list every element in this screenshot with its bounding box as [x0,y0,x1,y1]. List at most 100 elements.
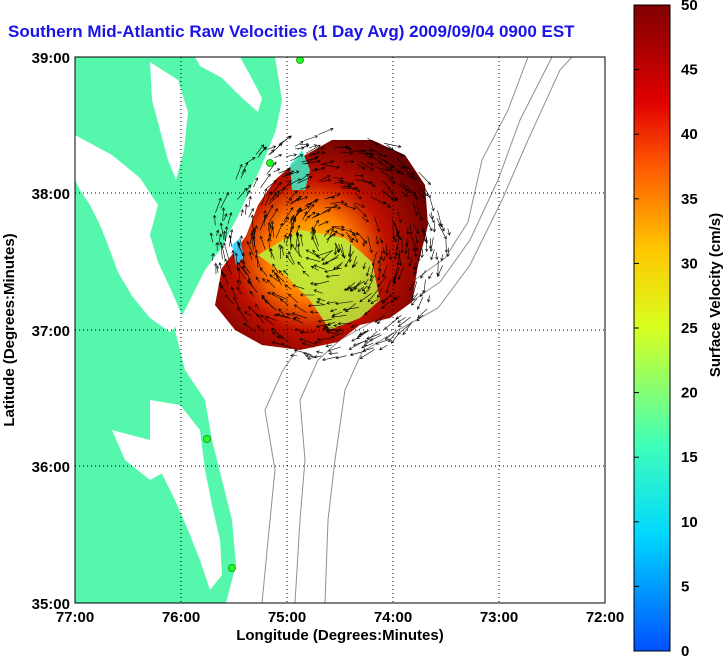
velocity-arrow [397,233,402,241]
velocity-arrow [383,192,397,202]
velocity-arrow [263,209,267,226]
velocity-arrow [385,279,391,294]
velocity-arrow [354,174,365,178]
velocity-arrow [248,251,253,260]
chesapeake-bay [75,135,184,332]
velocity-arrow [215,229,220,236]
velocity-arrow [314,166,326,172]
velocity-arrow [313,355,322,359]
velocity-arrow [286,178,301,187]
velocity-arrow [410,235,418,252]
velocity-vectors [209,127,451,362]
velocity-arrow [412,245,416,252]
velocity-arrow [417,190,425,198]
velocity-arrow [219,241,223,260]
velocity-arrow [266,161,277,175]
velocity-arrow [299,233,303,247]
velocity-arrow [377,318,383,325]
velocity-arrow [340,184,352,189]
velocity-arrow [220,270,225,279]
velocity-arrow [280,245,285,256]
velocity-arrow [326,228,334,244]
velocity-arrow [341,244,346,259]
velocity-arrow [296,233,300,245]
velocity-arrow [383,142,402,148]
velocity-arrow [320,160,335,166]
velocity-arrow [262,278,268,284]
velocity-arrow [347,282,356,289]
velocity-arrow [241,265,250,277]
velocity-arrow [384,317,399,330]
velocity-arrow [255,144,265,155]
velocity-arrow [359,161,374,171]
velocity-arrow [223,213,228,221]
velocity-arrow [353,233,359,243]
velocity-arrow [219,222,225,240]
velocity-arrow [255,276,260,283]
velocity-arrow [278,308,285,316]
colorbar-tick-label: 15 [681,449,698,466]
map-grid [75,57,605,603]
velocity-arrow [305,249,321,258]
velocity-arrow [283,234,287,243]
velocity-arrow [305,199,318,206]
velocity-arrow [299,338,317,346]
velocity-arrow [266,180,277,189]
velocity-arrow [295,224,301,235]
velocity-arrow [288,251,295,265]
velocity-arrow [357,286,365,292]
velocity-arrow [271,292,288,300]
velocity-arrow [302,270,310,277]
velocity-arrow [322,327,336,331]
velocity-arrow [244,203,248,215]
velocity-arrow [388,178,396,184]
velocity-arrow [377,263,382,272]
velocity-arrow [267,194,280,205]
velocity-arrow [270,181,282,196]
x-tick-label: 76:00 [162,609,200,626]
velocity-arrow [411,281,417,299]
y-tick-label: 37:00 [32,323,70,340]
velocity-arrow [395,238,400,251]
velocity-arrow [328,351,339,356]
velocity-arrow [429,197,435,212]
velocity-arrow [412,293,419,301]
velocity-arrow [342,186,359,190]
velocity-arrow [352,261,358,268]
velocity-arrow [334,301,353,306]
velocity-arrow [289,233,293,251]
velocity-arrow [215,197,222,214]
velocity-arrow [417,308,428,319]
velocity-arrow [345,285,357,291]
velocity-arrow [392,150,404,157]
colorbar-tick-label: 0 [681,643,689,659]
velocity-arrow [406,165,415,176]
velocity-arrow [349,350,366,357]
velocity-arrow [309,310,319,314]
velocity-arrow [213,214,217,226]
velocity-arrow [377,276,387,288]
velocity-arrow [361,178,376,187]
velocity-arrow [235,163,243,180]
velocity-arrow [359,293,372,303]
velocity-arrow [224,294,234,304]
velocity-arrow [321,257,339,265]
velocity-arrow [364,310,370,316]
velocity-arrow [385,244,389,257]
velocity-arrow [271,269,285,283]
velocity-arrow [420,248,424,259]
velocity-arrow [335,242,340,253]
velocity-arrow [267,292,284,300]
velocity-arrow [300,173,310,181]
velocity-arrow [283,206,294,222]
velocity-arrow [416,314,424,322]
velocity-arrow [224,258,232,275]
velocity-arrow [382,295,390,305]
velocity-arrow [338,182,352,187]
colorbar-tick-label: 40 [681,126,698,143]
velocity-arrow [327,346,341,352]
velocity-arrow [325,274,340,279]
velocity-arrow [336,264,342,270]
velocity-arrow [406,247,411,260]
velocity-arrow [344,160,355,164]
